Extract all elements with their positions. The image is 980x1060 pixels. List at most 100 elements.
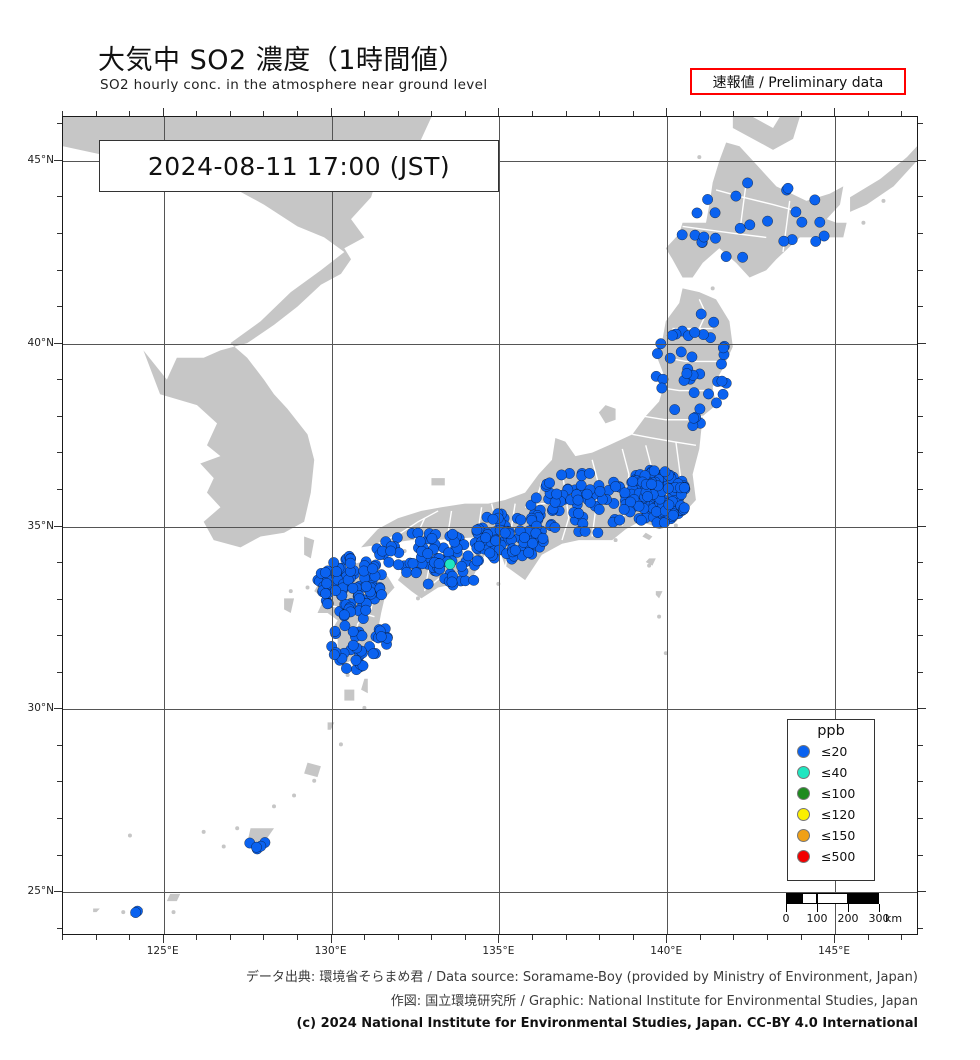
station-point[interactable]: [385, 545, 397, 557]
station-point[interactable]: [499, 527, 511, 539]
station-point[interactable]: [523, 547, 534, 558]
station-point[interactable]: [633, 500, 645, 512]
station-point[interactable]: [519, 532, 530, 543]
station-point[interactable]: [681, 368, 693, 379]
station-point[interactable]: [530, 492, 542, 504]
station-point[interactable]: [350, 654, 362, 666]
station-point[interactable]: [487, 513, 499, 525]
station-point[interactable]: [652, 348, 663, 359]
station-point[interactable]: [592, 527, 604, 539]
station-point[interactable]: [444, 558, 456, 570]
station-point[interactable]: [708, 316, 720, 328]
station-point[interactable]: [716, 358, 727, 370]
station-point[interactable]: [656, 382, 668, 394]
station-point[interactable]: [551, 488, 563, 500]
station-point[interactable]: [709, 207, 721, 219]
station-point[interactable]: [544, 477, 555, 489]
station-point[interactable]: [356, 630, 368, 642]
station-point[interactable]: [627, 476, 639, 487]
station-point[interactable]: [556, 469, 567, 481]
station-point[interactable]: [720, 251, 732, 262]
station-point[interactable]: [711, 397, 722, 409]
station-point[interactable]: [796, 216, 808, 228]
station-point[interactable]: [790, 206, 802, 218]
station-point[interactable]: [737, 251, 748, 263]
station-point[interactable]: [456, 560, 467, 572]
station-point[interactable]: [480, 532, 491, 544]
station-point[interactable]: [646, 478, 657, 490]
station-point[interactable]: [686, 351, 698, 363]
station-point[interactable]: [433, 558, 445, 570]
station-point[interactable]: [782, 182, 794, 194]
station-point[interactable]: [401, 567, 412, 578]
station-point[interactable]: [648, 465, 660, 477]
station-point[interactable]: [809, 194, 821, 206]
station-point[interactable]: [383, 556, 395, 568]
station-point[interactable]: [659, 466, 671, 478]
station-point[interactable]: [525, 499, 537, 511]
map-plot-area[interactable]: [62, 116, 918, 935]
station-point[interactable]: [376, 589, 387, 601]
station-point[interactable]: [703, 388, 714, 400]
station-point[interactable]: [689, 327, 701, 338]
station-point[interactable]: [730, 190, 742, 202]
station-point[interactable]: [810, 236, 822, 247]
station-point[interactable]: [669, 404, 681, 415]
station-point[interactable]: [663, 499, 675, 511]
station-point[interactable]: [509, 544, 521, 556]
station-point[interactable]: [414, 536, 426, 547]
station-point[interactable]: [778, 235, 790, 247]
station-point[interactable]: [527, 537, 538, 549]
station-point[interactable]: [676, 229, 688, 241]
station-point[interactable]: [446, 576, 458, 588]
station-point[interactable]: [675, 346, 687, 358]
station-point[interactable]: [322, 598, 333, 610]
station-point[interactable]: [447, 528, 458, 540]
station-point[interactable]: [710, 232, 721, 244]
station-point[interactable]: [471, 555, 483, 567]
station-point[interactable]: [367, 648, 379, 660]
station-point[interactable]: [331, 566, 342, 577]
station-point[interactable]: [717, 342, 729, 354]
station-point[interactable]: [321, 578, 333, 589]
station-point[interactable]: [330, 585, 341, 597]
station-point[interactable]: [695, 308, 707, 320]
station-point[interactable]: [579, 526, 591, 537]
station-point[interactable]: [320, 567, 331, 578]
station-point[interactable]: [345, 557, 356, 569]
station-point[interactable]: [490, 535, 502, 547]
station-point[interactable]: [353, 593, 365, 604]
station-point[interactable]: [130, 907, 141, 918]
station-point[interactable]: [734, 222, 746, 234]
station-point[interactable]: [347, 639, 359, 651]
station-point[interactable]: [391, 532, 403, 544]
station-point[interactable]: [651, 506, 662, 518]
station-point[interactable]: [642, 491, 653, 502]
station-point[interactable]: [666, 330, 678, 341]
station-point[interactable]: [484, 547, 496, 559]
station-point[interactable]: [618, 504, 630, 515]
station-point[interactable]: [360, 581, 372, 592]
station-point[interactable]: [688, 387, 700, 398]
station-point[interactable]: [694, 403, 706, 415]
station-point[interactable]: [251, 841, 262, 853]
station-point[interactable]: [422, 578, 434, 590]
station-point[interactable]: [573, 507, 584, 519]
station-point[interactable]: [407, 558, 419, 569]
station-point[interactable]: [347, 582, 359, 594]
station-point[interactable]: [691, 207, 703, 219]
station-point[interactable]: [537, 533, 549, 544]
station-point[interactable]: [814, 216, 826, 228]
station-point[interactable]: [360, 604, 372, 616]
station-point[interactable]: [744, 219, 756, 231]
station-point[interactable]: [572, 494, 584, 506]
station-point[interactable]: [468, 575, 480, 586]
station-point[interactable]: [320, 588, 331, 599]
station-point[interactable]: [662, 483, 674, 494]
station-point[interactable]: [347, 626, 359, 637]
station-point[interactable]: [328, 557, 340, 568]
station-point[interactable]: [426, 533, 438, 544]
station-point[interactable]: [341, 663, 352, 674]
station-point[interactable]: [422, 548, 434, 559]
station-point[interactable]: [688, 412, 700, 424]
